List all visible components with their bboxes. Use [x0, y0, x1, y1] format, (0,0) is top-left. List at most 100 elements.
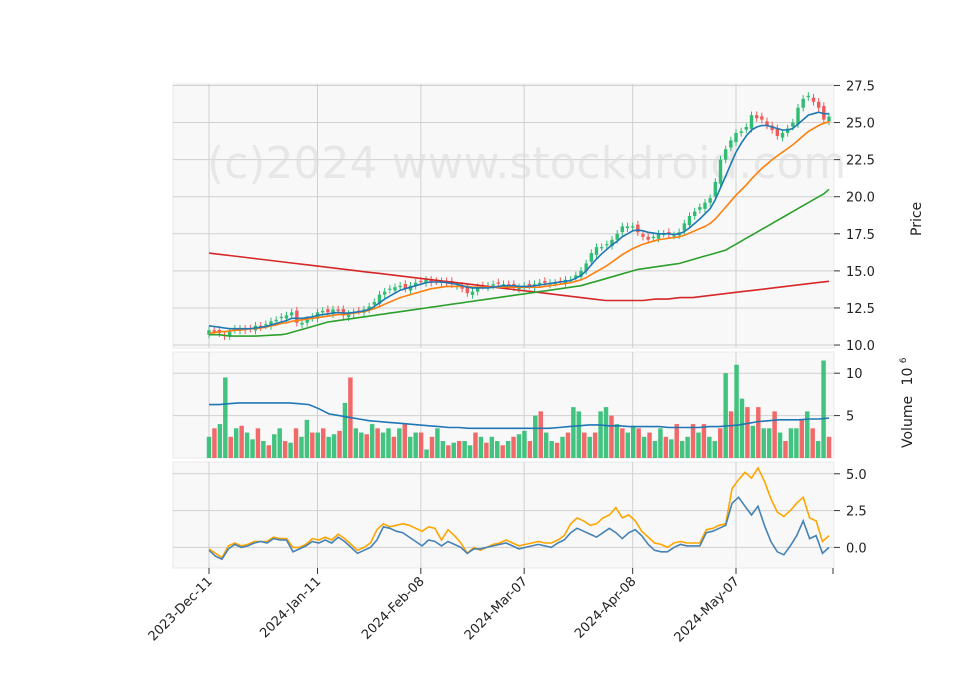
- candle-body: [289, 312, 294, 316]
- volume-bar: [277, 428, 282, 458]
- volume-bar: [478, 436, 484, 458]
- candle-body: [682, 223, 687, 231]
- volume-bar: [527, 441, 533, 458]
- price-layer: [207, 92, 831, 340]
- candle-body: [579, 270, 583, 278]
- volume-bar: [723, 373, 728, 458]
- volume-bar: [467, 445, 473, 458]
- volume-bar: [750, 425, 756, 458]
- price-tick-label: 27.5: [846, 79, 875, 94]
- volume-bar: [364, 434, 369, 458]
- candle-body: [264, 324, 268, 326]
- candle-body: [734, 132, 738, 143]
- volume-bar: [446, 445, 451, 458]
- volume-bar: [261, 441, 266, 458]
- volume-bar: [565, 432, 571, 458]
- candle-body: [672, 235, 676, 237]
- volume-bar: [293, 428, 299, 458]
- volume-bar: [777, 432, 783, 458]
- candle-body: [424, 279, 428, 284]
- candle-body: [388, 288, 392, 290]
- volume-bar: [614, 424, 620, 458]
- volume-bar: [500, 445, 505, 458]
- volume-bar: [788, 428, 794, 458]
- volume-bar: [620, 428, 625, 458]
- candle-body: [739, 131, 743, 133]
- candle-body: [269, 321, 273, 327]
- candle-body: [527, 283, 532, 286]
- volume-bar: [435, 428, 440, 458]
- volume-bar: [223, 377, 228, 458]
- volume-bar: [679, 441, 685, 458]
- volume-avg-line: [209, 402, 830, 430]
- volume-bar: [310, 432, 315, 458]
- candle-body: [713, 181, 718, 197]
- macd-tick-label: 5.0: [846, 468, 867, 483]
- candle-body: [646, 236, 650, 240]
- volume-bar: [255, 428, 261, 458]
- price-tick-label: 17.5: [846, 228, 875, 243]
- candle-body: [692, 211, 697, 216]
- volume-bar: [658, 428, 663, 458]
- volume-bar: [418, 432, 424, 458]
- volume-bar: [641, 436, 647, 458]
- grid-layer: [173, 84, 834, 568]
- candle-body: [594, 247, 599, 255]
- volume-bar: [549, 441, 554, 458]
- candle-body: [382, 291, 387, 295]
- x-tick-label: 2024-Mar-07: [462, 574, 531, 643]
- candle-body: [377, 294, 382, 304]
- candle-body: [641, 234, 645, 237]
- candle-body: [615, 233, 619, 240]
- volume-bar: [282, 441, 288, 458]
- candle-body: [765, 121, 769, 126]
- volume-bar: [745, 407, 750, 458]
- volume-bar: [386, 428, 391, 458]
- volume-bar: [489, 436, 495, 458]
- candle-body: [811, 97, 816, 102]
- candle-body: [517, 287, 521, 289]
- volume-bar: [228, 436, 233, 458]
- volume-bar: [326, 436, 331, 458]
- volume-bar: [462, 441, 467, 458]
- volume-bar: [571, 407, 576, 458]
- ma-long-line: [208, 252, 830, 302]
- candle-body: [537, 282, 542, 285]
- candle-body: [491, 284, 495, 286]
- volume-bar: [375, 428, 380, 458]
- candle-body: [227, 331, 232, 337]
- volume-bar: [647, 432, 652, 458]
- volume-bar: [826, 436, 832, 458]
- price-tick-label: 22.5: [846, 154, 875, 169]
- candle-body: [605, 244, 609, 246]
- candle-body: [300, 322, 304, 325]
- volume-bar: [717, 428, 723, 458]
- volume-bar: [696, 432, 701, 458]
- volume-bar: [473, 432, 478, 458]
- volume-bar: [707, 436, 712, 458]
- candle-body: [729, 140, 733, 148]
- volume-bar: [799, 419, 805, 458]
- volume-bar: [701, 424, 707, 458]
- candle-body: [408, 285, 413, 291]
- x-tick-label: 2023-Dec-11: [146, 574, 216, 644]
- volume-bar: [359, 432, 364, 458]
- candle-body: [822, 105, 826, 120]
- x-tick-label: 2024-May-07: [672, 574, 743, 645]
- volume-bar: [239, 425, 244, 458]
- volume-bar: [337, 430, 342, 458]
- volume-bar: [484, 442, 489, 458]
- volume-bar: [407, 436, 413, 458]
- volume-bar: [772, 411, 777, 458]
- volume-bar: [342, 402, 348, 458]
- candle-body: [274, 319, 278, 322]
- volume-tick-label: 5: [846, 410, 854, 425]
- volume-bar: [598, 411, 603, 458]
- volume-bar: [821, 360, 826, 458]
- volume-bar: [206, 436, 212, 458]
- volume-axis-label: Volume 10 6: [899, 357, 916, 448]
- ma-slow-line: [209, 188, 830, 337]
- volume-bar: [331, 434, 337, 458]
- volume-bar: [440, 441, 446, 458]
